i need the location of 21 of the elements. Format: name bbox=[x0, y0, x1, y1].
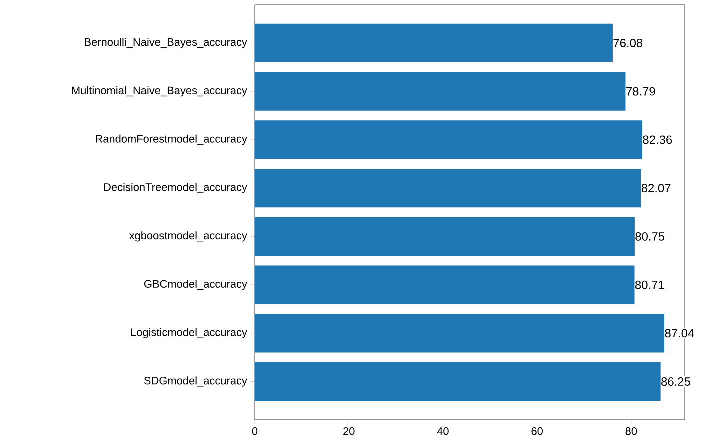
y-tick-label: xgboostmodel_accuracy bbox=[129, 232, 248, 242]
y-tick-label: Logisticmodel_accuracy bbox=[131, 328, 248, 339]
y-tick-label: DecisionTreemodel_accuracy bbox=[104, 183, 248, 194]
y-tick-label: Multinomial_Naive_Bayes_accuracy bbox=[72, 86, 248, 97]
x-tick-label: 80 bbox=[626, 428, 638, 436]
y-tick-label: Bernoulli_Naive_Bayes_accuracy bbox=[85, 38, 248, 48]
x-tick-label: 40 bbox=[437, 428, 449, 436]
x-tick-label: 60 bbox=[532, 428, 543, 436]
data-label: 76.08 bbox=[614, 38, 643, 48]
data-label: 82.07 bbox=[642, 184, 671, 193]
data-label: 80.71 bbox=[635, 280, 664, 290]
y-tick-label: RandomForestmodel_accuracy bbox=[96, 134, 248, 146]
y-tick-label: GBCmodel_accuracy bbox=[144, 280, 248, 290]
data-label: 80.75 bbox=[636, 232, 665, 241]
x-tick-label: 20 bbox=[344, 428, 355, 436]
data-label: 86.25 bbox=[662, 378, 690, 386]
y-tick-label: SDGmodel_accuracy bbox=[144, 376, 248, 387]
data-label: 87.04 bbox=[665, 329, 694, 338]
data-label: 82.36 bbox=[643, 136, 672, 144]
data-label: 78.79 bbox=[626, 87, 656, 96]
x-tick-label: 0 bbox=[252, 428, 258, 436]
